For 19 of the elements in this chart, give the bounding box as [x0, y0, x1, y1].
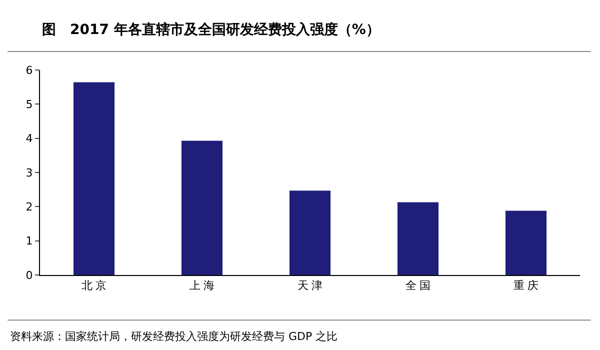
- y-tick-label: 2: [26, 200, 33, 214]
- y-tick-label: 5: [26, 98, 33, 112]
- x-tick-label: 全 国: [405, 279, 431, 292]
- y-tick-label: 0: [26, 268, 33, 282]
- bar: [505, 210, 547, 275]
- bar: [289, 190, 331, 275]
- x-tick-label: 北 京: [81, 279, 107, 292]
- chart-title: 图 2017 年各直辖市及全国研发经费投入强度（%）: [42, 21, 380, 38]
- text: 资料来源：国家统计局，研发经费投入强度为研发经费与 GDP 之比: [10, 330, 338, 343]
- x-tick-label: 重 庆: [513, 279, 539, 292]
- x-tick-label: 上 海: [189, 279, 215, 292]
- bar: [397, 202, 439, 275]
- x-tick-label: 天 津: [297, 279, 323, 292]
- y-tick-label: 4: [26, 132, 33, 146]
- y-tick-label: 3: [26, 166, 33, 180]
- bar: [181, 140, 223, 275]
- bar: [73, 82, 115, 275]
- y-tick-label: 1: [26, 234, 33, 248]
- y-tick-label: 6: [26, 64, 33, 77]
